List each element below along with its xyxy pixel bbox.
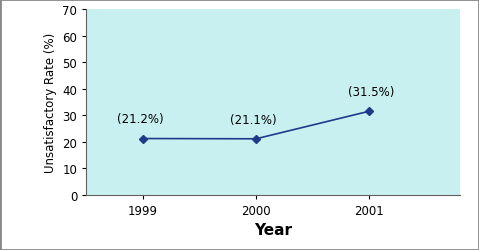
Y-axis label: Unsatisfactory Rate (%): Unsatisfactory Rate (%) <box>44 33 57 172</box>
X-axis label: Year: Year <box>254 222 292 238</box>
Text: (31.5%): (31.5%) <box>348 86 395 98</box>
Text: (21.1%): (21.1%) <box>230 113 277 126</box>
Text: (21.2%): (21.2%) <box>117 113 164 126</box>
